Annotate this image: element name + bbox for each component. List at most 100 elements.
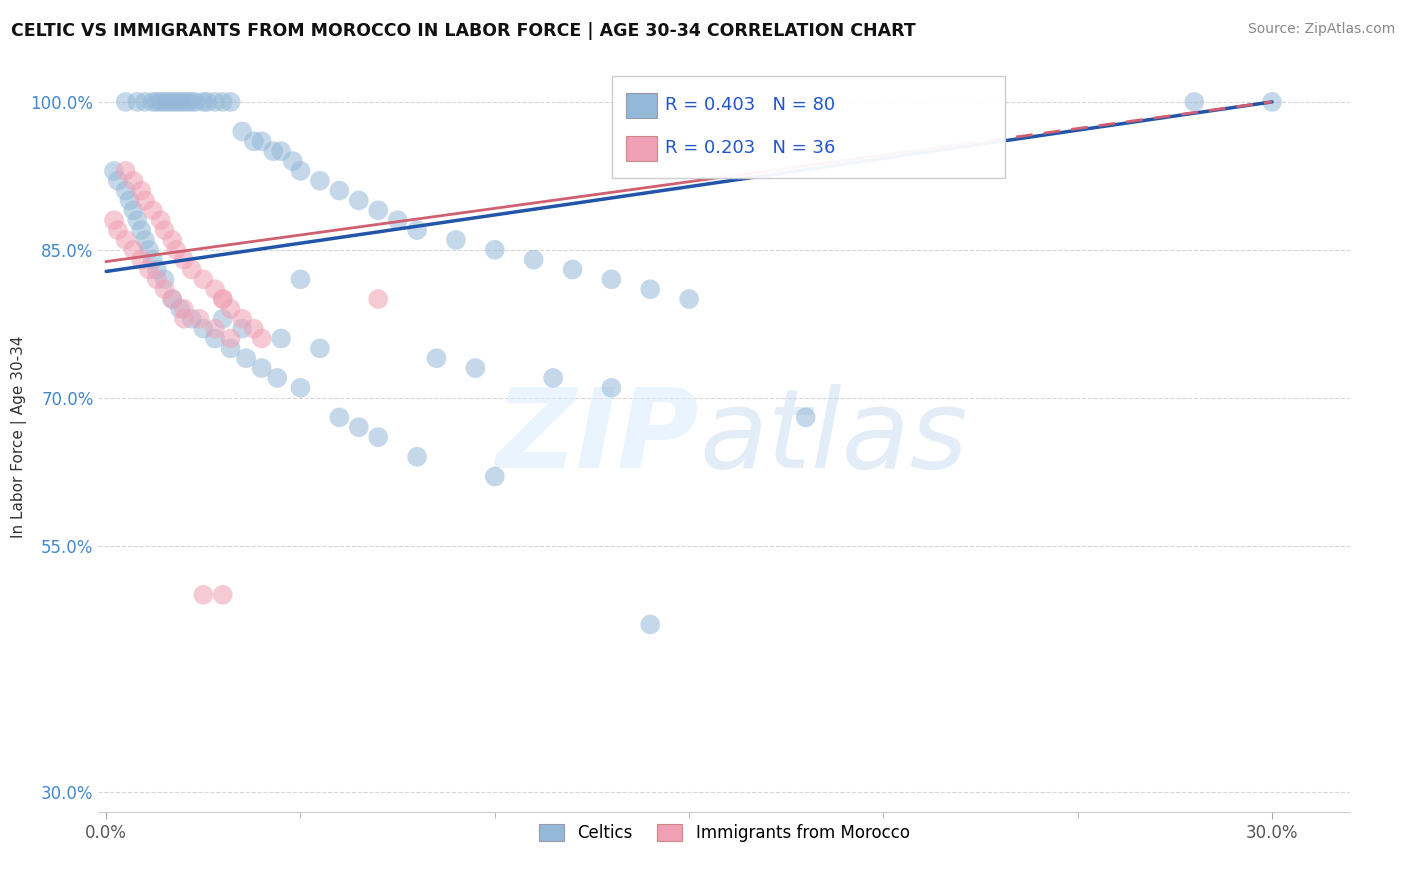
Point <box>193 95 215 109</box>
Point <box>250 361 273 376</box>
Point <box>103 213 125 227</box>
Point <box>309 342 332 356</box>
Point <box>290 381 312 395</box>
Point <box>142 203 165 218</box>
Point <box>122 174 145 188</box>
Point <box>184 95 207 109</box>
Point <box>262 144 284 158</box>
Point <box>169 95 191 109</box>
Point <box>219 331 242 345</box>
Point <box>114 95 136 109</box>
Point <box>444 233 467 247</box>
Point <box>678 292 700 306</box>
Point <box>561 262 583 277</box>
Point <box>145 262 167 277</box>
Text: atlas: atlas <box>699 384 967 491</box>
Point <box>153 282 176 296</box>
Point <box>266 371 288 385</box>
Text: ZIP: ZIP <box>495 384 699 491</box>
Point <box>149 95 172 109</box>
Point <box>250 134 273 148</box>
Point <box>193 321 215 335</box>
Point <box>464 361 486 376</box>
Point <box>290 164 312 178</box>
Text: CELTIC VS IMMIGRANTS FROM MOROCCO IN LABOR FORCE | AGE 30-34 CORRELATION CHART: CELTIC VS IMMIGRANTS FROM MOROCCO IN LAB… <box>11 22 915 40</box>
Point <box>173 95 195 109</box>
Y-axis label: In Labor Force | Age 30-34: In Labor Force | Age 30-34 <box>11 335 28 539</box>
Point <box>165 95 187 109</box>
Point <box>129 223 152 237</box>
Text: Source: ZipAtlas.com: Source: ZipAtlas.com <box>1247 22 1395 37</box>
Point <box>157 95 180 109</box>
Point <box>204 95 226 109</box>
Point <box>107 174 129 188</box>
Point <box>162 233 184 247</box>
Point <box>270 331 292 345</box>
Point <box>367 292 389 306</box>
Point <box>367 430 389 444</box>
Point <box>127 95 149 109</box>
Point <box>243 134 266 148</box>
Point <box>219 342 242 356</box>
Point <box>235 351 257 366</box>
Point <box>347 420 370 434</box>
Point <box>173 252 195 267</box>
Point <box>211 311 233 326</box>
Point <box>204 282 226 296</box>
Point <box>231 311 253 326</box>
Point <box>153 95 176 109</box>
Point <box>204 321 226 335</box>
Point <box>180 95 202 109</box>
Point <box>165 243 187 257</box>
Point <box>406 450 429 464</box>
Point <box>122 203 145 218</box>
Point <box>1261 95 1284 109</box>
Point <box>114 233 136 247</box>
Point <box>103 164 125 178</box>
Point <box>367 203 389 218</box>
Point <box>309 174 332 188</box>
Point <box>138 262 160 277</box>
Point <box>162 292 184 306</box>
Point <box>328 184 350 198</box>
Point <box>1182 95 1205 109</box>
Point <box>219 95 242 109</box>
Point <box>600 272 623 286</box>
Legend: Celtics, Immigrants from Morocco: Celtics, Immigrants from Morocco <box>531 817 917 848</box>
Point <box>600 381 623 395</box>
Point <box>484 243 506 257</box>
Point <box>114 164 136 178</box>
Point <box>107 223 129 237</box>
Point <box>193 588 215 602</box>
Point <box>204 331 226 345</box>
Point <box>523 252 546 267</box>
Point <box>153 223 176 237</box>
Point <box>177 95 200 109</box>
Text: R = 0.403   N = 80: R = 0.403 N = 80 <box>665 96 835 114</box>
Point <box>794 410 817 425</box>
Point <box>347 194 370 208</box>
Point <box>328 410 350 425</box>
Point <box>250 331 273 345</box>
Point <box>153 272 176 286</box>
Point <box>219 301 242 316</box>
Point <box>142 252 165 267</box>
Point <box>173 311 195 326</box>
Point <box>169 301 191 316</box>
Point <box>127 213 149 227</box>
Point <box>211 292 233 306</box>
Point <box>134 194 156 208</box>
Text: R = 0.203   N = 36: R = 0.203 N = 36 <box>665 139 835 157</box>
Point <box>149 213 172 227</box>
Point <box>195 95 218 109</box>
Point <box>118 194 141 208</box>
Point <box>129 252 152 267</box>
Point <box>129 184 152 198</box>
Point <box>638 617 661 632</box>
Point <box>211 588 233 602</box>
Point <box>138 243 160 257</box>
Point <box>211 95 233 109</box>
Point <box>122 243 145 257</box>
Point <box>231 321 253 335</box>
Point <box>290 272 312 286</box>
